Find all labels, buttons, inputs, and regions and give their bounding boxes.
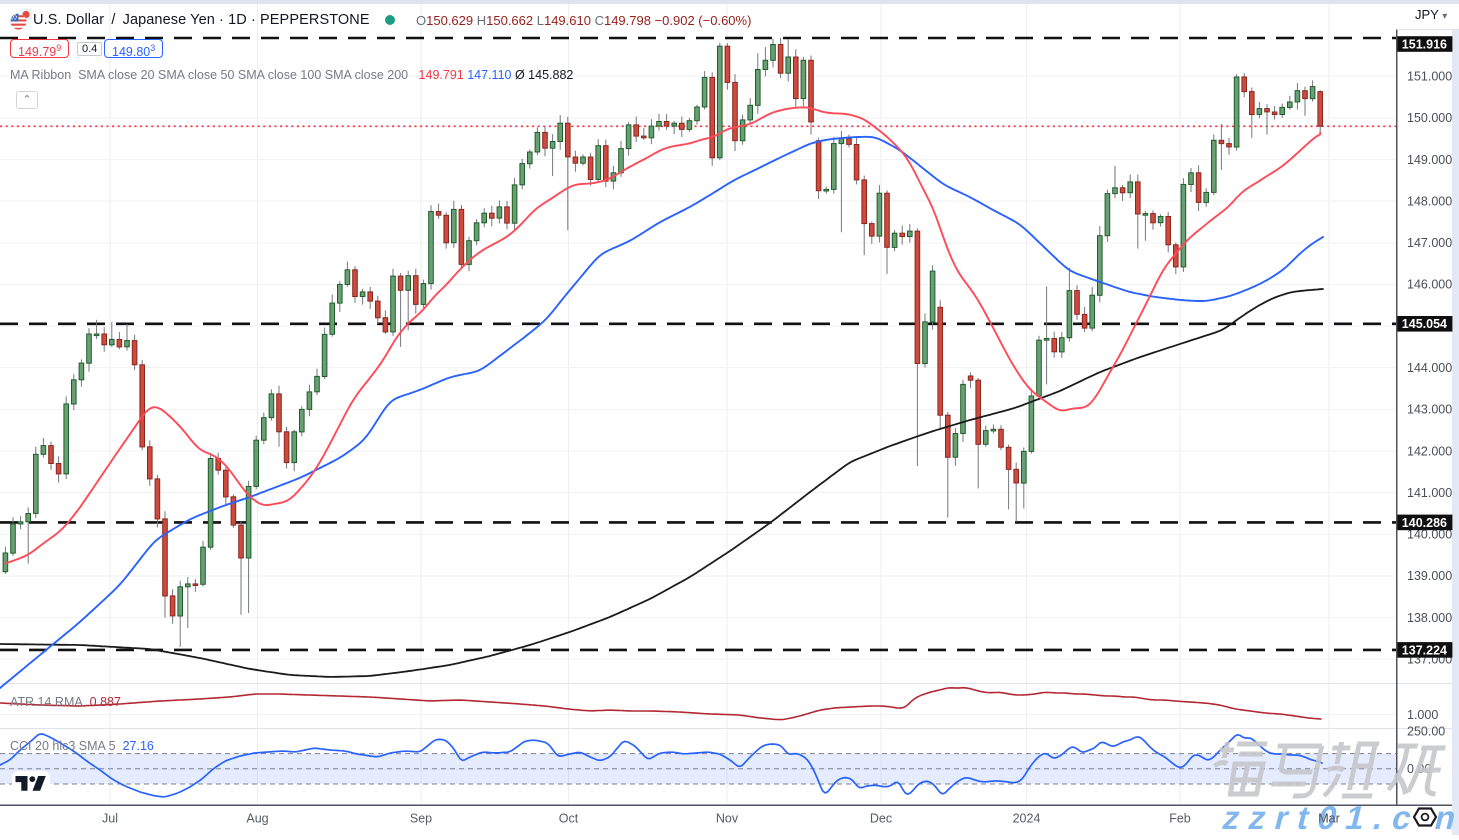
svg-text:151.916: 151.916 [1402,37,1447,51]
svg-text:Feb: Feb [1169,812,1191,826]
svg-text:250.00: 250.00 [1407,725,1445,739]
svg-text:Aug: Aug [246,812,268,826]
svg-text:151.000: 151.000 [1407,70,1452,84]
svg-text:Mar: Mar [1318,812,1340,826]
svg-text:137.224: 137.224 [1402,643,1447,657]
svg-text:1.000: 1.000 [1407,708,1438,722]
svg-text:zzrt01.c: zzrt01.c [1219,800,1425,835]
svg-text:143.000: 143.000 [1407,403,1452,417]
svg-text:140.000: 140.000 [1407,528,1452,542]
svg-text:2024: 2024 [1013,812,1041,826]
svg-text:Dec: Dec [870,812,892,826]
svg-text:150.000: 150.000 [1407,111,1452,125]
svg-text:149.000: 149.000 [1407,153,1452,167]
svg-text:Jul: Jul [102,812,118,826]
svg-text:145.054: 145.054 [1402,317,1447,331]
svg-text:147.000: 147.000 [1407,236,1452,250]
svg-text:Mar: Mar [1318,812,1340,826]
svg-text:146.000: 146.000 [1407,278,1452,292]
svg-text:139.000: 139.000 [1407,569,1452,583]
svg-text:140.286: 140.286 [1402,516,1447,530]
svg-text:Nov: Nov [716,812,739,826]
svg-text:Sep: Sep [410,812,432,826]
svg-text:148.000: 148.000 [1407,194,1452,208]
svg-text:138.000: 138.000 [1407,611,1452,625]
svg-text:141.000: 141.000 [1407,486,1452,500]
svg-text:Oct: Oct [559,812,579,826]
svg-text:144.000: 144.000 [1407,361,1452,375]
svg-text:142.000: 142.000 [1407,444,1452,458]
